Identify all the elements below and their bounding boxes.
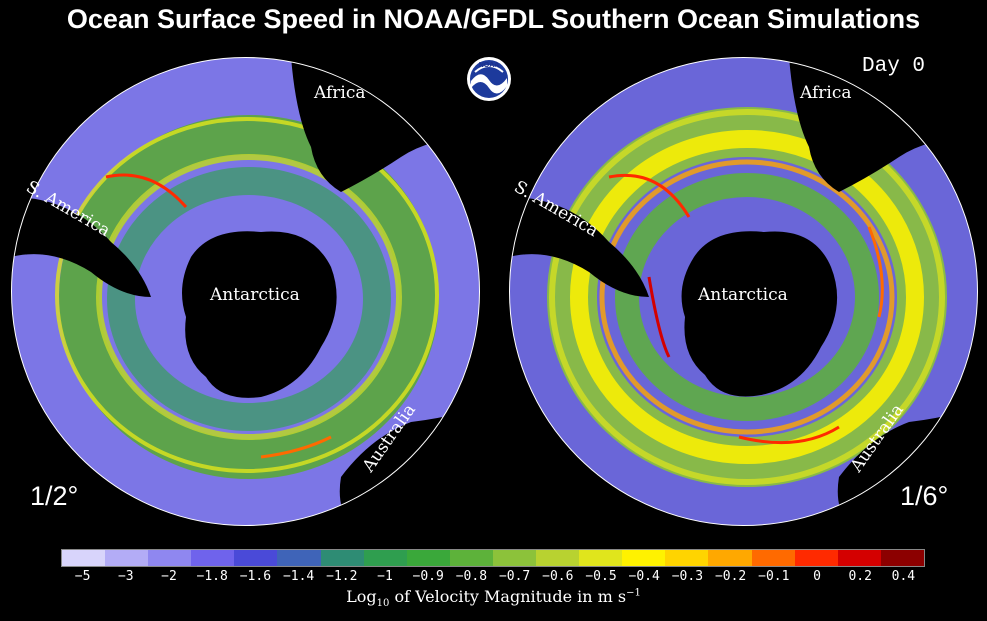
colorbar-tick-label: −2 — [161, 569, 177, 584]
colorbar-tick-label: −0.2 — [714, 569, 747, 584]
colorbar-swatch — [105, 550, 149, 566]
colorbar-tick-label: −0.6 — [542, 569, 574, 584]
colorbar-swatch — [708, 550, 752, 566]
colorbar-swatch — [665, 550, 709, 566]
page-title: Ocean Surface Speed in NOAA/GFDL Souther… — [66, 4, 921, 34]
colorbar-tick-label: −0.5 — [585, 569, 617, 584]
colorbar-label: Log10 of Velocity Magnitude in m s−1 — [0, 587, 987, 609]
label-antarctica: Antarctica — [209, 285, 300, 305]
colorbar-ticks: −5 −3 −2 −1.8 −1.6 −1.4 −1.2 −1 −0.9 −0.8 −0.7 −0.6… — [0, 569, 987, 587]
resolution-label-right: 1/6° — [900, 481, 949, 511]
colorbar-tick-label: 0.2 — [848, 569, 872, 584]
colorbar-tick-label: −0.7 — [498, 569, 531, 584]
colorbar-swatch — [622, 550, 666, 566]
colorbar-tick-label: −1.4 — [282, 569, 315, 584]
colorbar-tick-label: −3 — [117, 569, 134, 584]
colorbar-swatch — [794, 550, 838, 566]
globe-half-degree: Africa S. America Antarctica Australia — [11, 57, 480, 526]
colorbar-tick-label: −1.8 — [196, 569, 228, 584]
colorbar-swatch — [320, 550, 364, 566]
resolution-label-left: 1/2° — [30, 481, 79, 511]
colorbar-tick-label: −0.4 — [628, 569, 660, 584]
colorbar-tick-label: −1.6 — [239, 569, 272, 584]
colorbar-swatch — [234, 550, 278, 566]
noaa-logo — [467, 57, 511, 101]
colorbar-swatch — [880, 550, 924, 566]
colorbar-swatch — [277, 550, 321, 566]
colorbar-label-sup: −1 — [626, 587, 641, 599]
colorbar-tick-label: −0.8 — [455, 569, 488, 584]
noaa-logo-text: NOAA — [478, 62, 500, 69]
colorbar-label-prefix: Log — [346, 587, 377, 606]
colorbar-tick-label: −5 — [74, 569, 91, 584]
label-africa: Africa — [799, 83, 852, 103]
colorbar-swatch — [536, 550, 580, 566]
colorbar-swatch — [751, 550, 795, 566]
colorbar-tick-label: −1 — [377, 569, 393, 584]
colorbar-swatch — [837, 550, 881, 566]
colorbar-swatch — [449, 550, 493, 566]
colorbar-tick-label: −0.3 — [671, 569, 704, 584]
colorbar-swatch — [191, 550, 235, 566]
colorbar-tick-label: −0.1 — [758, 569, 790, 584]
colorbar-swatch — [579, 550, 623, 566]
label-antarctica: Antarctica — [697, 285, 788, 305]
colorbar-tick-label: 0 — [813, 569, 821, 584]
colorbar-swatch — [406, 550, 450, 566]
colorbar-label-mid: of Velocity Magnitude in m s — [389, 587, 627, 606]
colorbar-swatch — [62, 550, 106, 566]
colorbar-tick-label: 0.4 — [891, 569, 916, 584]
day-label: Day 0 — [862, 55, 926, 78]
colorbar-tick-label: −0.9 — [412, 569, 444, 584]
colorbar-swatch — [363, 550, 407, 566]
colorbar-label-sub: 10 — [376, 598, 390, 610]
colorbar-tick-label: −1.2 — [326, 569, 358, 584]
globe-sixth-degree: Africa S. America Antarctica Australia — [509, 57, 978, 526]
colorbar-swatch — [492, 550, 537, 566]
colorbar — [61, 549, 925, 567]
colorbar-swatch — [148, 550, 192, 566]
label-africa: Africa — [313, 83, 366, 103]
